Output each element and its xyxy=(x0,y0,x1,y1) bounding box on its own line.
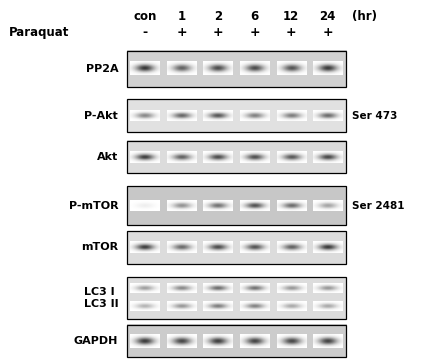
Text: P-Akt: P-Akt xyxy=(84,110,118,121)
Text: Akt: Akt xyxy=(97,152,118,162)
Text: PP2A: PP2A xyxy=(86,64,118,74)
Bar xyxy=(127,325,346,357)
Text: +: + xyxy=(322,26,333,39)
Text: 1: 1 xyxy=(177,10,186,23)
Bar xyxy=(127,231,346,264)
Text: +: + xyxy=(176,26,187,39)
Text: +: + xyxy=(213,26,223,39)
Bar xyxy=(127,277,346,319)
Text: 6: 6 xyxy=(251,10,259,23)
Text: (hr): (hr) xyxy=(352,10,377,23)
Text: LC3 I
LC3 II: LC3 I LC3 II xyxy=(84,287,118,309)
Text: P-mTOR: P-mTOR xyxy=(68,201,118,211)
Text: 24: 24 xyxy=(319,10,336,23)
Text: -: - xyxy=(142,26,147,39)
Bar xyxy=(127,51,346,87)
Text: Ser 473: Ser 473 xyxy=(352,110,398,121)
Text: +: + xyxy=(286,26,297,39)
Text: +: + xyxy=(249,26,260,39)
Text: 12: 12 xyxy=(283,10,299,23)
Text: mTOR: mTOR xyxy=(81,242,118,252)
Text: 2: 2 xyxy=(214,10,222,23)
Text: con: con xyxy=(133,10,157,23)
Text: Ser 2481: Ser 2481 xyxy=(352,201,405,211)
Bar xyxy=(127,99,346,132)
Text: GAPDH: GAPDH xyxy=(74,336,118,346)
Bar xyxy=(127,141,346,173)
Text: Paraquat: Paraquat xyxy=(8,26,69,39)
Bar xyxy=(127,186,346,225)
